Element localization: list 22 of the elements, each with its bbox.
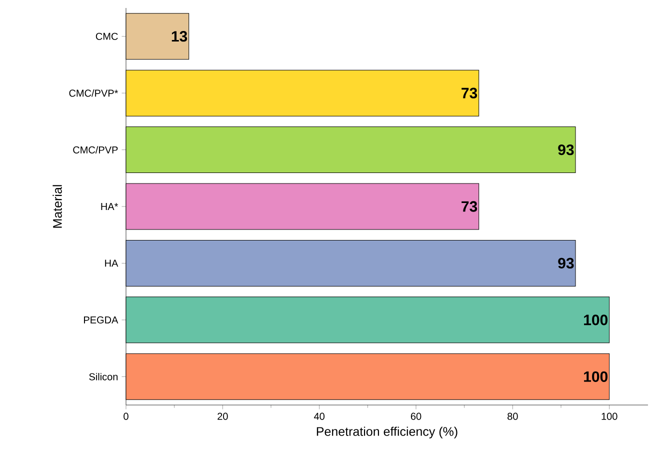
y-tick-label: HA* xyxy=(101,203,118,210)
data-label: 100 xyxy=(584,314,608,326)
data-label: 93 xyxy=(558,144,574,156)
y-tick-label: CMC/PVP xyxy=(73,146,118,154)
x-tick-label: 80 xyxy=(508,412,518,420)
y-tick-label: CMC/PVP* xyxy=(69,89,118,97)
x-tick-label: 40 xyxy=(314,412,325,420)
x-tick-label: 100 xyxy=(602,412,618,420)
y-tick-label: CMC xyxy=(96,32,118,40)
y-tick-label: PEGDA xyxy=(84,316,118,324)
x-axis-title: Penetration efficiency (%) xyxy=(316,426,458,438)
data-label: 93 xyxy=(558,258,574,269)
data-label: 73 xyxy=(462,201,478,212)
x-tick-label: 60 xyxy=(410,412,422,420)
data-label: 100 xyxy=(584,371,608,382)
x-tick-label: 0 xyxy=(124,412,128,420)
x-tick-label: 20 xyxy=(218,412,228,420)
y-tick-label: HA xyxy=(105,260,118,267)
data-label: 73 xyxy=(462,88,478,98)
y-tick-label: Silicon xyxy=(89,372,118,380)
data-label: 13 xyxy=(172,31,188,42)
y-axis-title: Material xyxy=(52,185,62,228)
